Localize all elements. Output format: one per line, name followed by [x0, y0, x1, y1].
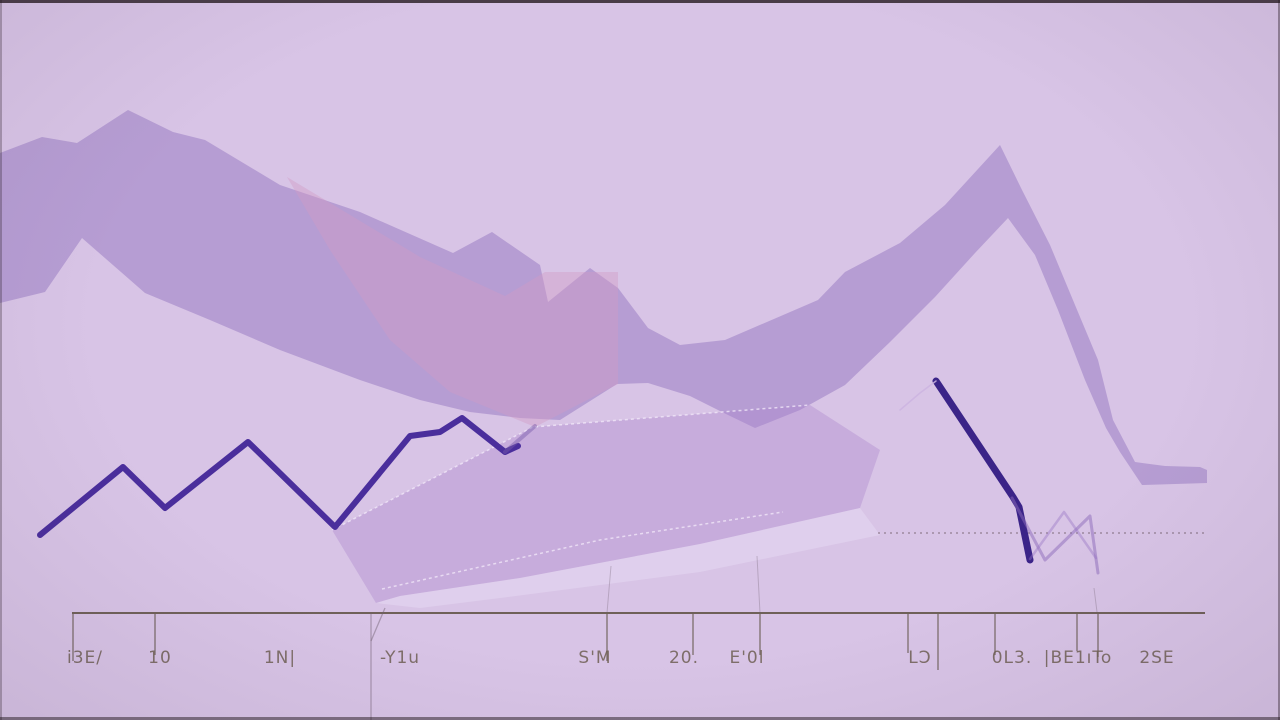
- x-axis-label: 10: [148, 648, 172, 668]
- ghost-cross: [1028, 510, 1098, 561]
- x-axis-label: E'0l: [729, 648, 765, 668]
- apex-curve: [899, 380, 937, 411]
- x-axis-label: 20.: [668, 648, 700, 668]
- tick-overshoot-0: [756, 555, 761, 614]
- x-axis-label: i3E/: [66, 648, 104, 668]
- mid-band-bottom-edge: [381, 511, 784, 590]
- secondary-line: [932, 377, 1034, 564]
- primary-line: [37, 415, 521, 538]
- x-axis-label: 0L3.: [991, 648, 1033, 668]
- x-axis-label: -Y1u: [379, 648, 421, 668]
- pale-band-area: [376, 508, 880, 608]
- tick-overshoot-1: [606, 565, 612, 614]
- x-axis-label: |BE1ıTo: [1043, 648, 1113, 668]
- ghost-zigzag: [1010, 496, 1100, 575]
- pink-band-area: [287, 177, 618, 427]
- x-axis-label: LƆ: [908, 648, 932, 668]
- x-axis-label: 1N|: [263, 648, 297, 668]
- mid-band-area: [332, 405, 880, 603]
- x-axis-label: S'M: [578, 648, 612, 668]
- x-axis-label: 2SE: [1139, 648, 1175, 668]
- tick-overshoot-2: [1093, 587, 1098, 613]
- axis-break-diagonal-line: [370, 607, 386, 642]
- mountain-band-area: [0, 110, 1207, 485]
- primary-line-ghost-tail: [503, 424, 537, 454]
